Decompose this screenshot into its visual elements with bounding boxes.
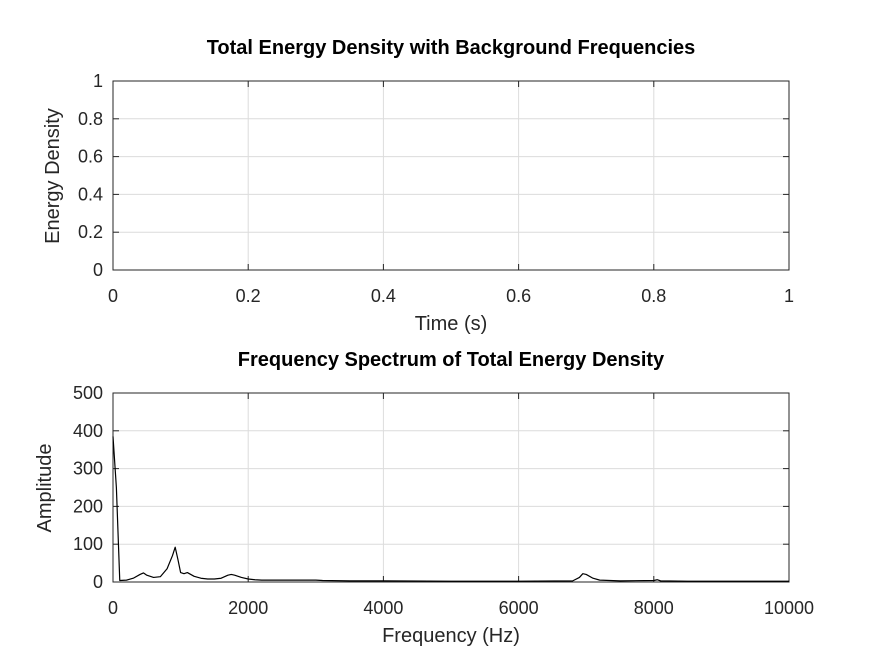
frequency-spectrum-x-tick-label: 8000 <box>634 598 674 618</box>
frequency-spectrum-series-line <box>112 436 789 582</box>
frequency-spectrum-plot: Frequency Spectrum of Total Energy Densi… <box>34 349 814 647</box>
frequency-spectrum-axes-box <box>112 392 790 583</box>
energy-density-y-tick-label: 0 <box>93 260 103 280</box>
frequency-spectrum-y-tick-label: 0 <box>93 572 103 592</box>
energy-density-y-tick-label: 0.6 <box>78 147 103 167</box>
energy-density-xlabel: Time (s) <box>415 313 488 335</box>
frequency-spectrum-y-tick-label: 200 <box>73 496 103 516</box>
frequency-spectrum-y-tick-label: 400 <box>73 421 103 441</box>
energy-density-axes-background <box>113 81 789 270</box>
energy-density-x-tick-label: 0 <box>108 286 118 306</box>
energy-density-x-tick-label: 0.4 <box>371 286 396 306</box>
frequency-spectrum-x-tick-label: 4000 <box>363 598 403 618</box>
energy-density-x-tick-label: 0.8 <box>641 286 666 306</box>
energy-density-x-tick-label: 1 <box>784 286 794 306</box>
energy-density-y-tick-label: 0.2 <box>78 222 103 242</box>
frequency-spectrum-y-tick-label: 500 <box>73 383 103 403</box>
frequency-spectrum-axes-background <box>113 393 789 582</box>
frequency-spectrum-x-tick-label: 6000 <box>499 598 539 618</box>
energy-density-y-tick-label: 1 <box>93 71 103 91</box>
frequency-spectrum-title: Frequency Spectrum of Total Energy Densi… <box>238 349 665 371</box>
energy-density-title: Total Energy Density with Background Fre… <box>207 37 696 59</box>
frequency-spectrum-x-tick-label: 2000 <box>228 598 268 618</box>
frequency-spectrum-x-tick-label: 10000 <box>764 598 814 618</box>
energy-density-y-tick-label: 0.8 <box>78 109 103 129</box>
frequency-spectrum-y-tick-label: 300 <box>73 459 103 479</box>
energy-density-x-tick-label: 0.2 <box>236 286 261 306</box>
energy-density-y-tick-label: 0.4 <box>78 184 103 204</box>
frequency-spectrum-ylabel: Amplitude <box>34 444 56 533</box>
frequency-spectrum-y-tick-label: 100 <box>73 534 103 554</box>
energy-density-plot: Total Energy Density with Background Fre… <box>42 37 794 335</box>
frequency-spectrum-xlabel: Frequency (Hz) <box>382 625 520 647</box>
energy-density-x-tick-label: 0.6 <box>506 286 531 306</box>
frequency-spectrum-x-tick-label: 0 <box>108 598 118 618</box>
energy-density-ylabel: Energy Density <box>42 108 64 244</box>
energy-density-axes-box <box>112 80 790 271</box>
